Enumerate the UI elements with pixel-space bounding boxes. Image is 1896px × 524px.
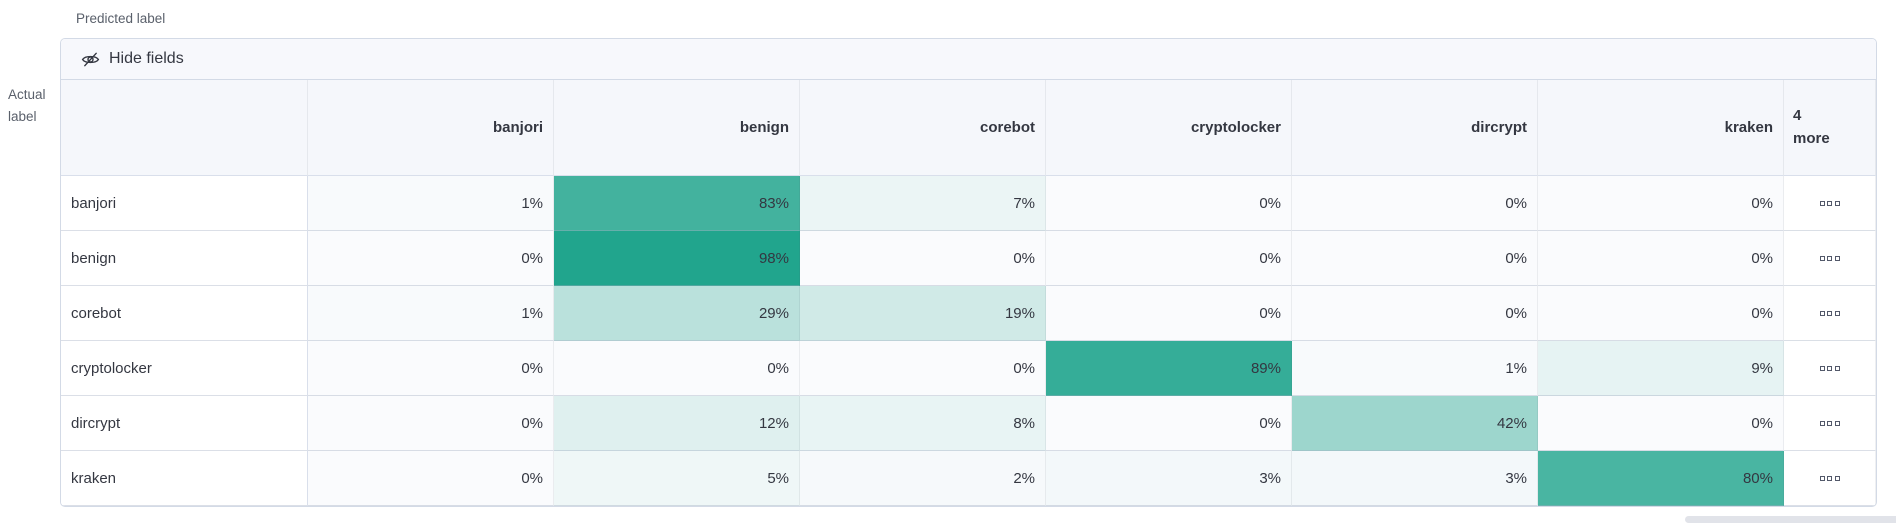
column-header-benign[interactable]: benign	[554, 80, 800, 176]
boxes-horizontal-icon	[1827, 420, 1832, 426]
actual-axis-label-line1: Actual	[8, 87, 46, 102]
cell-corebot-benign[interactable]: 29%	[554, 286, 800, 341]
cell-dircrypt-corebot[interactable]: 8%	[800, 396, 1046, 451]
hide-fields-button[interactable]: Hide fields	[81, 50, 184, 69]
actual-axis-label: Actual label	[8, 84, 46, 127]
cell-corebot-corebot[interactable]: 19%	[800, 286, 1046, 341]
cell-dircrypt-cryptolocker[interactable]: 0%	[1046, 396, 1292, 451]
cell-cryptolocker-corebot[interactable]: 0%	[800, 341, 1046, 396]
cell-corebot-cryptolocker[interactable]: 0%	[1046, 286, 1292, 341]
cell-cryptolocker-banjori[interactable]: 0%	[308, 341, 554, 396]
column-header-dircrypt[interactable]: dircrypt	[1292, 80, 1538, 176]
column-header-banjori[interactable]: banjori	[308, 80, 554, 176]
boxes-horizontal-icon	[1834, 255, 1840, 261]
cell-kraken-kraken[interactable]: 80%	[1538, 451, 1784, 506]
boxes-horizontal-icon	[1827, 365, 1832, 371]
column-header-corebot[interactable]: corebot	[800, 80, 1046, 176]
more-column-word: more	[1793, 129, 1830, 147]
cell-cryptolocker-cryptolocker[interactable]: 89%	[1046, 341, 1292, 396]
boxes-horizontal-icon	[1834, 200, 1840, 206]
cell-banjori-kraken[interactable]: 0%	[1538, 176, 1784, 231]
row-more-cell-corebot	[1784, 286, 1876, 341]
boxes-horizontal-icon	[1819, 200, 1825, 206]
more-column-count: 4	[1793, 107, 1802, 124]
row-actions-button[interactable]	[1816, 307, 1844, 320]
cell-kraken-banjori[interactable]: 0%	[308, 451, 554, 506]
row-label-benign[interactable]: benign	[61, 231, 308, 286]
hide-fields-label: Hide fields	[109, 50, 184, 67]
cell-banjori-cryptolocker[interactable]: 0%	[1046, 176, 1292, 231]
cell-dircrypt-banjori[interactable]: 0%	[308, 396, 554, 451]
row-label-banjori[interactable]: banjori	[61, 176, 308, 231]
boxes-horizontal-icon	[1827, 200, 1832, 206]
eye-closed-icon	[81, 50, 100, 69]
cell-banjori-benign[interactable]: 83%	[554, 176, 800, 231]
cell-cryptolocker-dircrypt[interactable]: 1%	[1292, 341, 1538, 396]
row-actions-button[interactable]	[1816, 197, 1844, 210]
boxes-horizontal-icon	[1834, 475, 1840, 481]
boxes-horizontal-icon	[1834, 365, 1840, 371]
cell-benign-kraken[interactable]: 0%	[1538, 231, 1784, 286]
cell-dircrypt-dircrypt[interactable]: 42%	[1292, 396, 1538, 451]
boxes-horizontal-icon	[1827, 310, 1832, 316]
boxes-horizontal-icon	[1834, 310, 1840, 316]
cell-cryptolocker-benign[interactable]: 0%	[554, 341, 800, 396]
horizontal-scrollbar-thumb[interactable]	[1685, 516, 1896, 523]
cell-kraken-dircrypt[interactable]: 3%	[1292, 451, 1538, 506]
row-actions-button[interactable]	[1816, 417, 1844, 430]
cell-kraken-cryptolocker[interactable]: 3%	[1046, 451, 1292, 506]
cell-dircrypt-kraken[interactable]: 0%	[1538, 396, 1784, 451]
cell-corebot-dircrypt[interactable]: 0%	[1292, 286, 1538, 341]
cell-benign-benign[interactable]: 98%	[554, 231, 800, 286]
row-label-dircrypt[interactable]: dircrypt	[61, 396, 308, 451]
boxes-horizontal-icon	[1819, 475, 1825, 481]
boxes-horizontal-icon	[1834, 420, 1840, 426]
boxes-horizontal-icon	[1819, 420, 1825, 426]
cell-kraken-benign[interactable]: 5%	[554, 451, 800, 506]
column-header-cryptolocker[interactable]: cryptolocker	[1046, 80, 1292, 176]
grid-toolbar: Hide fields	[61, 39, 1876, 80]
actual-axis-label-line2: label	[8, 108, 37, 124]
confusion-matrix-grid: banjori benign corebot cryptolocker dircrypt…	[61, 80, 1876, 506]
cell-banjori-banjori[interactable]: 1%	[308, 176, 554, 231]
cell-dircrypt-benign[interactable]: 12%	[554, 396, 800, 451]
cell-corebot-banjori[interactable]: 1%	[308, 286, 554, 341]
predicted-axis-label: Predicted label	[76, 11, 166, 26]
row-label-kraken[interactable]: kraken	[61, 451, 308, 506]
boxes-horizontal-icon	[1819, 255, 1825, 261]
row-more-cell-dircrypt	[1784, 396, 1876, 451]
cell-kraken-corebot[interactable]: 2%	[800, 451, 1046, 506]
cell-benign-banjori[interactable]: 0%	[308, 231, 554, 286]
boxes-horizontal-icon	[1819, 365, 1825, 371]
cell-benign-cryptolocker[interactable]: 0%	[1046, 231, 1292, 286]
grid-corner-cell	[61, 80, 308, 176]
row-more-cell-banjori	[1784, 176, 1876, 231]
cell-cryptolocker-kraken[interactable]: 9%	[1538, 341, 1784, 396]
cell-banjori-dircrypt[interactable]: 0%	[1292, 176, 1538, 231]
row-more-cell-benign	[1784, 231, 1876, 286]
row-label-cryptolocker[interactable]: cryptolocker	[61, 341, 308, 396]
column-header-more[interactable]: 4 more	[1784, 80, 1876, 176]
row-more-cell-kraken	[1784, 451, 1876, 506]
cell-benign-dircrypt[interactable]: 0%	[1292, 231, 1538, 286]
row-actions-button[interactable]	[1816, 362, 1844, 375]
row-label-corebot[interactable]: corebot	[61, 286, 308, 341]
cell-corebot-kraken[interactable]: 0%	[1538, 286, 1784, 341]
boxes-horizontal-icon	[1827, 475, 1832, 481]
row-actions-button[interactable]	[1816, 252, 1844, 265]
boxes-horizontal-icon	[1827, 255, 1832, 261]
cell-benign-corebot[interactable]: 0%	[800, 231, 1046, 286]
boxes-horizontal-icon	[1819, 310, 1825, 316]
row-more-cell-cryptolocker	[1784, 341, 1876, 396]
cell-banjori-corebot[interactable]: 7%	[800, 176, 1046, 231]
confusion-matrix-panel: Hide fields banjori benign corebot cryptolo…	[60, 38, 1877, 507]
row-actions-button[interactable]	[1816, 472, 1844, 485]
column-header-kraken[interactable]: kraken	[1538, 80, 1784, 176]
